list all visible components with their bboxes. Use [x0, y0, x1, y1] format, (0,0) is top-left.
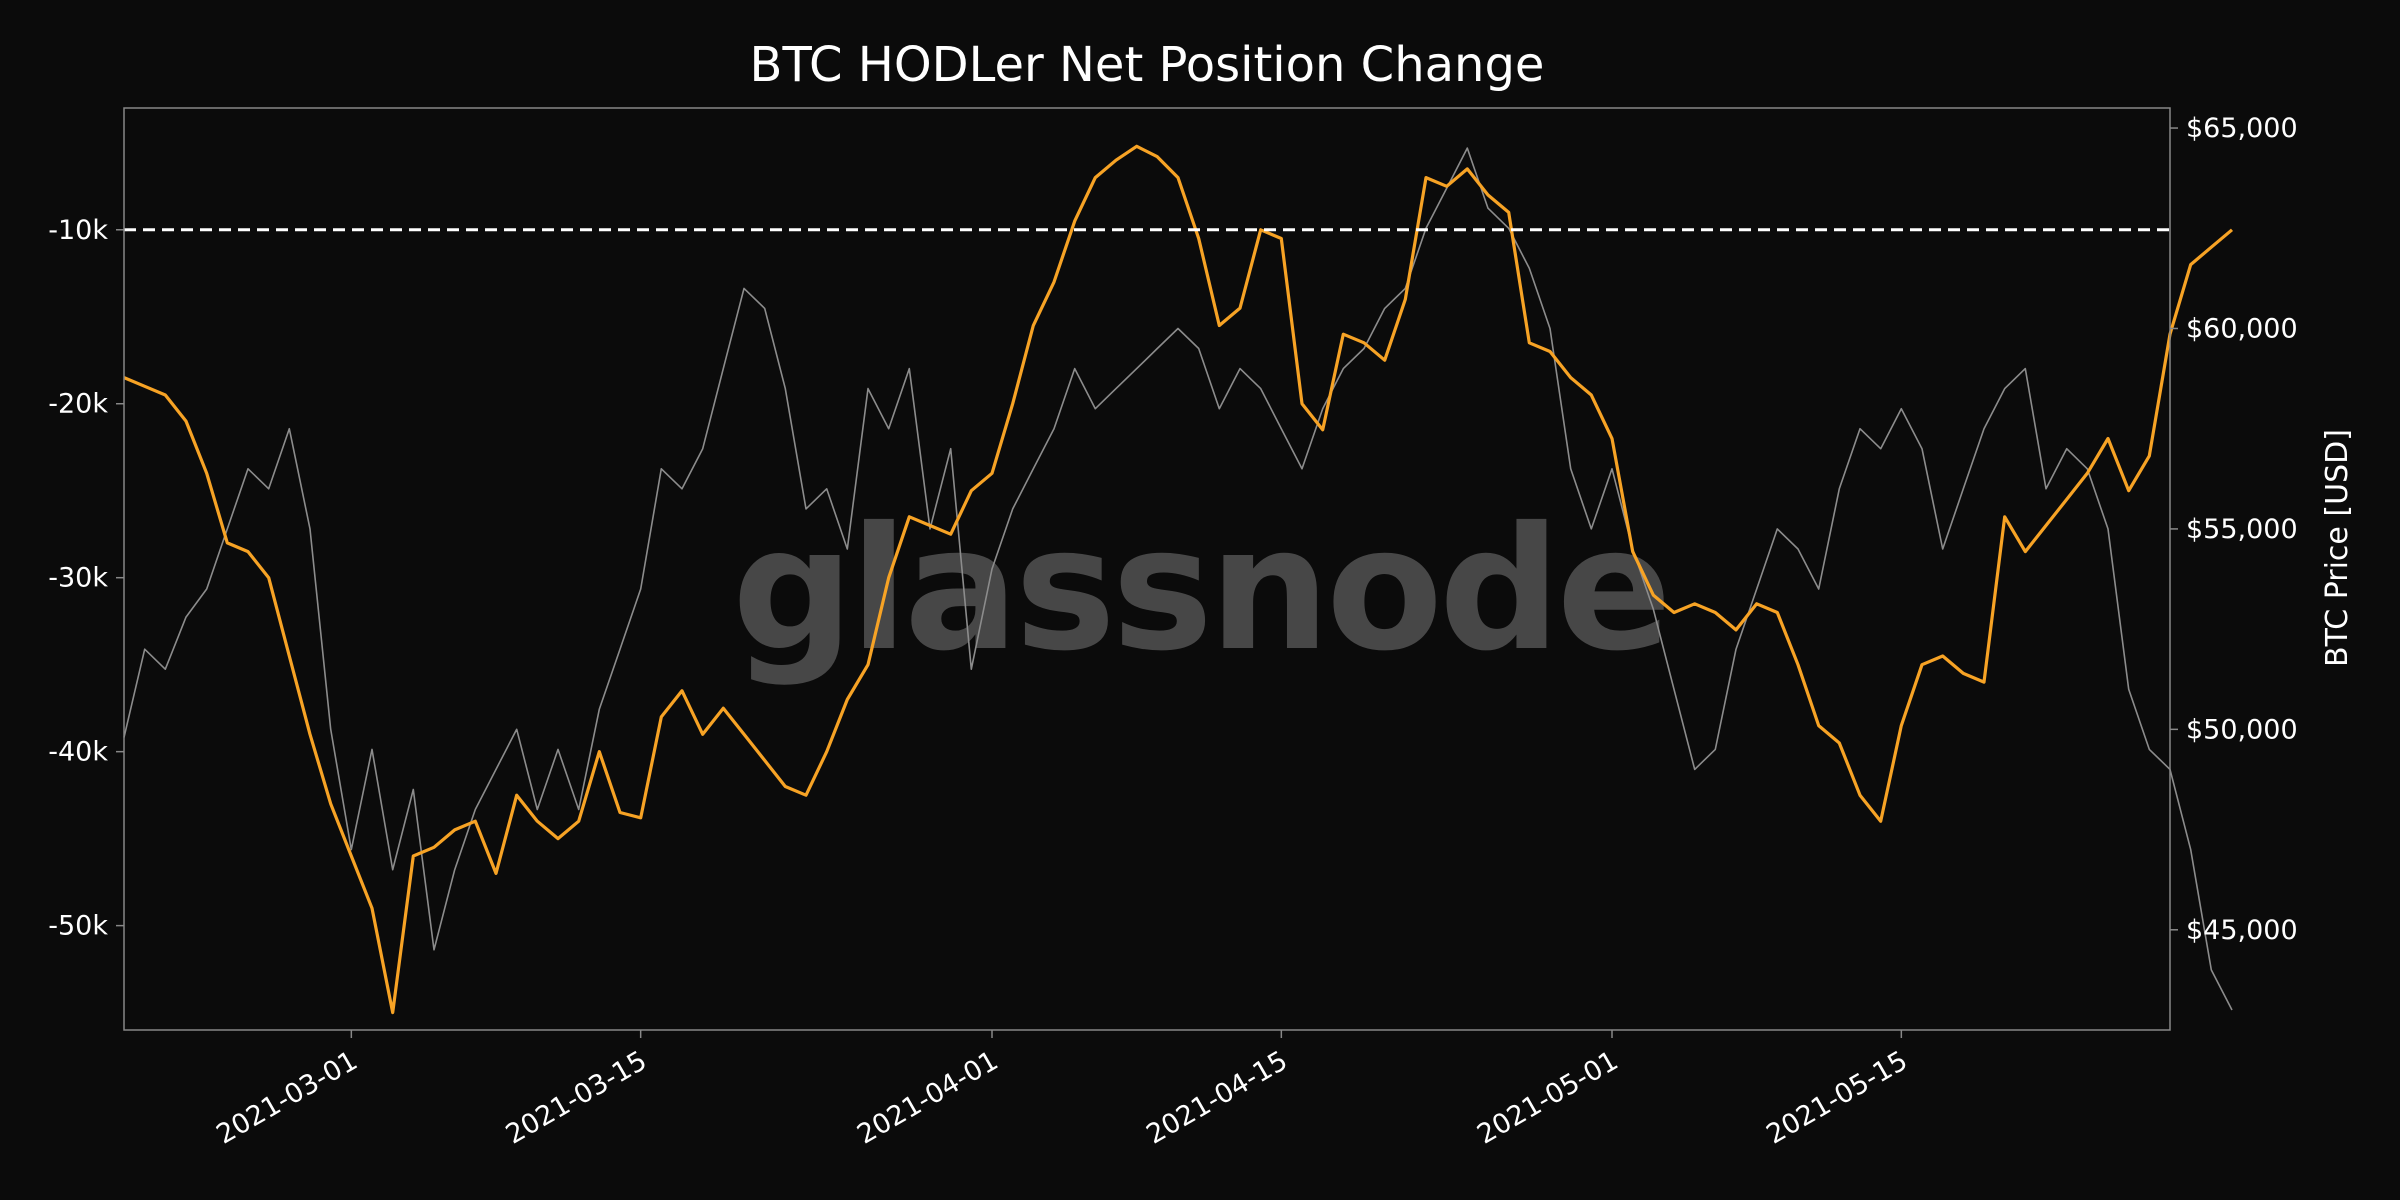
left-tick-label: -30k [48, 563, 108, 594]
right-tick-label: $50,000 [2186, 714, 2298, 745]
right-tick-label: $45,000 [2186, 915, 2298, 946]
left-tick-label: -10k [48, 215, 108, 246]
left-y-axis: -10k -20k -30k -40k -50k [48, 215, 124, 942]
left-tick-label: -50k [48, 911, 108, 942]
plot-area [123, 144, 2234, 1015]
right-tick-label: $60,000 [2186, 313, 2298, 344]
right-tick-label: $65,000 [2186, 113, 2298, 144]
chart-title: BTC HODLer Net Position Change [750, 37, 1545, 93]
right-tick-label: $55,000 [2186, 514, 2298, 545]
plot-frame [123, 107, 2171, 1031]
right-axis-label: BTC Price [USD] [2320, 429, 2355, 667]
hodler-net-position-line [123, 144, 2234, 1015]
watermark-logo: glassnode [732, 491, 1668, 689]
right-y-axis: $45,000 $50,000 $55,000 $60,000 $65,000 [2170, 113, 2298, 946]
btc-price-line [123, 147, 2233, 1011]
left-tick-label: -20k [48, 389, 108, 420]
left-tick-label: -40k [48, 737, 108, 768]
